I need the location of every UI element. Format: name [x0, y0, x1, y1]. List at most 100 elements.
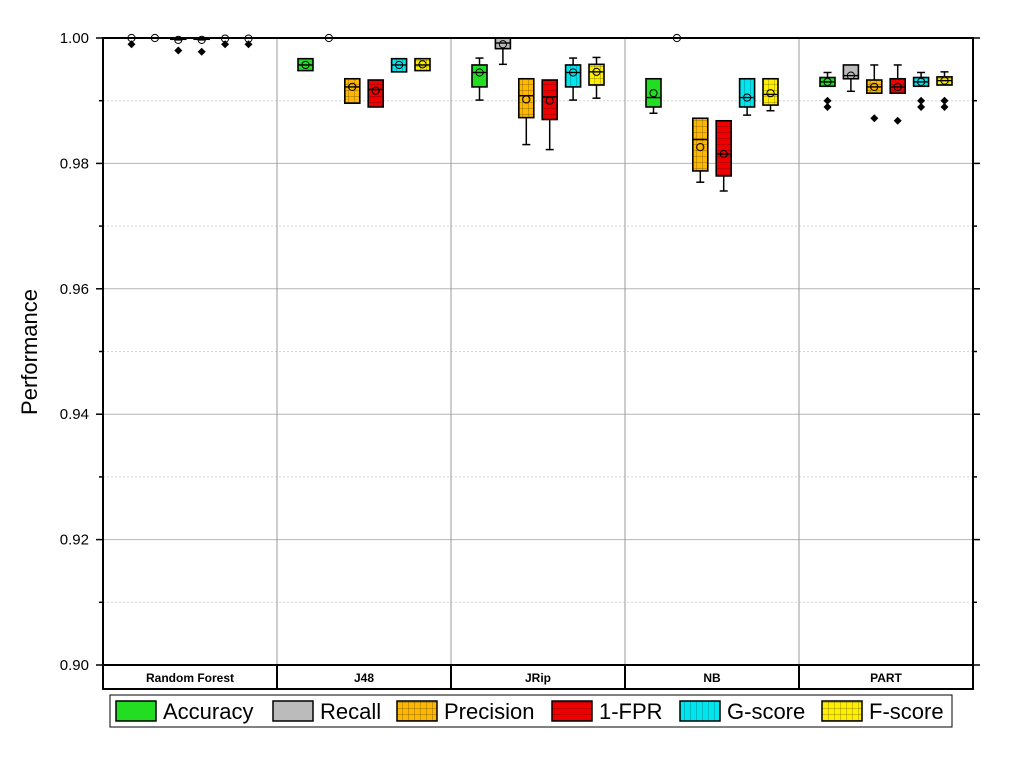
plot-frame	[102, 37, 974, 666]
legend-swatch	[273, 701, 313, 721]
box-random-forest-1-fpr	[193, 35, 210, 56]
mean-marker	[592, 67, 601, 76]
box-jrip-accuracy	[471, 57, 488, 101]
box-part-accuracy	[819, 71, 836, 111]
box-pattern	[518, 78, 534, 118]
mean-marker	[649, 89, 658, 98]
mean-marker	[348, 82, 357, 92]
box-jrip-recall	[494, 37, 512, 66]
mean-marker	[545, 96, 554, 105]
box-nb-f-score	[762, 77, 779, 112]
outlier-marker	[940, 102, 949, 111]
group-label-band	[102, 664, 974, 690]
box-outline	[738, 77, 756, 108]
box-outline	[367, 79, 385, 108]
box-jrip-f-score	[588, 56, 605, 99]
legend-swatch-pattern	[552, 701, 592, 721]
box-outline	[564, 64, 582, 88]
box-jrip-precision	[517, 77, 535, 146]
legend-item-f-score: F-score	[821, 699, 944, 724]
group-dividers	[276, 38, 800, 665]
box-j48-f-score	[414, 57, 431, 72]
y-tick-label: 0.90	[60, 657, 89, 674]
group-labels: Random Forest J48 JRip NB PART	[146, 665, 903, 689]
mean-marker	[371, 86, 380, 95]
mean-marker	[418, 60, 427, 69]
outlier-marker	[823, 102, 832, 111]
box-part-precision	[865, 64, 883, 123]
box-outline	[541, 79, 559, 121]
box-outline	[762, 77, 779, 106]
legend-label: F-score	[869, 699, 944, 724]
mean-marker	[743, 93, 752, 102]
mean-marker	[893, 82, 902, 92]
box-jrip-1-fpr	[541, 79, 559, 151]
box-nb-g-score	[738, 77, 756, 116]
box-j48-precision	[343, 77, 361, 105]
outlier-marker	[127, 40, 136, 49]
box-pattern	[368, 80, 384, 107]
box-outline	[517, 77, 535, 119]
legend-item-precision: Precision	[396, 699, 534, 724]
outlier-marker	[893, 116, 902, 125]
mean-marker	[766, 89, 775, 98]
box-j48-accuracy	[297, 57, 314, 72]
box-j48-g-score	[390, 57, 408, 73]
outlier-marker	[823, 96, 832, 105]
box-part-1-fpr	[889, 64, 907, 125]
legend-swatch-outline	[272, 700, 314, 722]
mean-marker	[522, 95, 531, 104]
legend-swatch-pattern	[680, 701, 720, 721]
legend: Accuracy Recall Precision 1-FPR G-score F-sco…	[109, 694, 953, 728]
outlier-marker	[870, 114, 879, 123]
legend-swatch-outline	[396, 700, 438, 722]
mean-marker	[197, 35, 206, 44]
legend-swatch-outline	[679, 700, 721, 722]
box-jrip-g-score	[564, 57, 582, 101]
mean-marker	[498, 40, 507, 49]
legend-swatch-pattern	[822, 701, 862, 721]
box-pattern	[692, 118, 708, 171]
box-j48-1-fpr	[367, 79, 385, 108]
mean-marker	[719, 149, 728, 159]
box-nb-1-fpr	[715, 119, 733, 192]
outlier-marker	[197, 47, 206, 56]
legend-swatch-pattern	[397, 701, 437, 721]
box-pattern	[589, 64, 604, 86]
outlier-marker	[917, 96, 926, 105]
y-tick-label: 0.94	[60, 406, 89, 423]
box-outline	[691, 117, 709, 172]
legend-label: Accuracy	[163, 699, 253, 724]
legend-item-1-fpr: 1-FPR	[551, 699, 663, 724]
box-part-recall	[842, 64, 860, 93]
mean-marker	[174, 35, 183, 44]
mean-marker	[846, 71, 856, 80]
box-outline	[471, 64, 488, 88]
legend-label: Precision	[444, 699, 534, 724]
outlier-marker	[940, 96, 949, 105]
legend-label: G-score	[727, 699, 805, 724]
legend-swatch-outline	[821, 700, 863, 722]
mean-marker	[569, 68, 578, 77]
box-part-f-score	[936, 71, 953, 111]
legend-swatch-outline	[115, 700, 157, 722]
mean-marker	[696, 142, 705, 152]
box-nb-accuracy	[645, 77, 662, 114]
mean-marker	[940, 76, 949, 85]
group-label: Random Forest	[146, 671, 234, 685]
y-tick-label: 0.96	[60, 281, 89, 298]
legend-item-accuracy: Accuracy	[115, 699, 253, 724]
outlier-marker	[917, 102, 926, 111]
legend-frame	[109, 694, 953, 728]
box-outline	[889, 77, 907, 94]
outlier-marker	[244, 40, 253, 49]
boxes-layer	[127, 33, 953, 192]
box-pattern	[890, 78, 906, 94]
mean-marker	[917, 77, 926, 86]
gridlines	[103, 100, 973, 603]
legend-item-recall: Recall	[272, 699, 381, 724]
mean-marker	[301, 60, 310, 70]
box-nb-precision	[691, 117, 709, 183]
outlier-marker	[174, 46, 183, 55]
